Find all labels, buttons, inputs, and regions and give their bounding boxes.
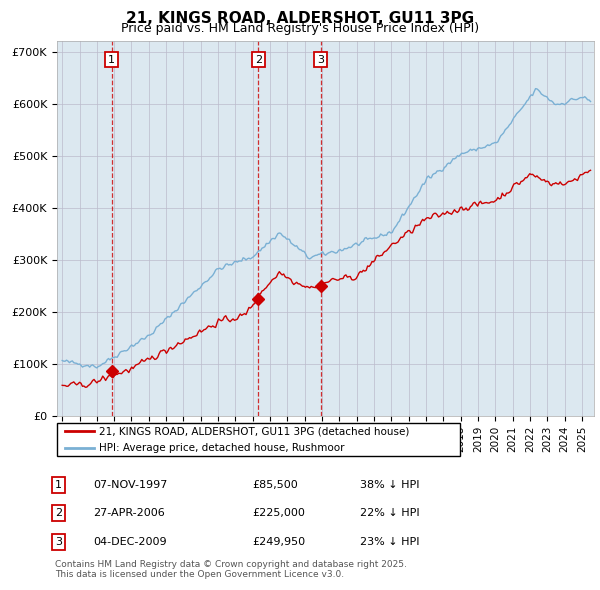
Text: 04-DEC-2009: 04-DEC-2009: [93, 537, 167, 546]
Text: 1: 1: [108, 54, 115, 64]
Text: £249,950: £249,950: [252, 537, 305, 546]
Text: 2: 2: [55, 509, 62, 518]
Text: 27-APR-2006: 27-APR-2006: [93, 509, 165, 518]
Text: 3: 3: [317, 54, 324, 64]
Text: 21, KINGS ROAD, ALDERSHOT, GU11 3PG: 21, KINGS ROAD, ALDERSHOT, GU11 3PG: [126, 11, 474, 25]
Text: Price paid vs. HM Land Registry's House Price Index (HPI): Price paid vs. HM Land Registry's House …: [121, 22, 479, 35]
Text: £85,500: £85,500: [252, 480, 298, 490]
Text: Contains HM Land Registry data © Crown copyright and database right 2025.
This d: Contains HM Land Registry data © Crown c…: [55, 560, 407, 579]
Text: 21, KINGS ROAD, ALDERSHOT, GU11 3PG (detached house): 21, KINGS ROAD, ALDERSHOT, GU11 3PG (det…: [99, 427, 410, 437]
Text: 22% ↓ HPI: 22% ↓ HPI: [360, 509, 419, 518]
Text: 1: 1: [55, 480, 62, 490]
Text: 2: 2: [255, 54, 262, 64]
Text: 07-NOV-1997: 07-NOV-1997: [93, 480, 167, 490]
Text: £225,000: £225,000: [252, 509, 305, 518]
Text: 38% ↓ HPI: 38% ↓ HPI: [360, 480, 419, 490]
FancyBboxPatch shape: [57, 423, 460, 456]
Text: 3: 3: [55, 537, 62, 546]
Text: 23% ↓ HPI: 23% ↓ HPI: [360, 537, 419, 546]
Text: HPI: Average price, detached house, Rushmoor: HPI: Average price, detached house, Rush…: [99, 442, 345, 453]
